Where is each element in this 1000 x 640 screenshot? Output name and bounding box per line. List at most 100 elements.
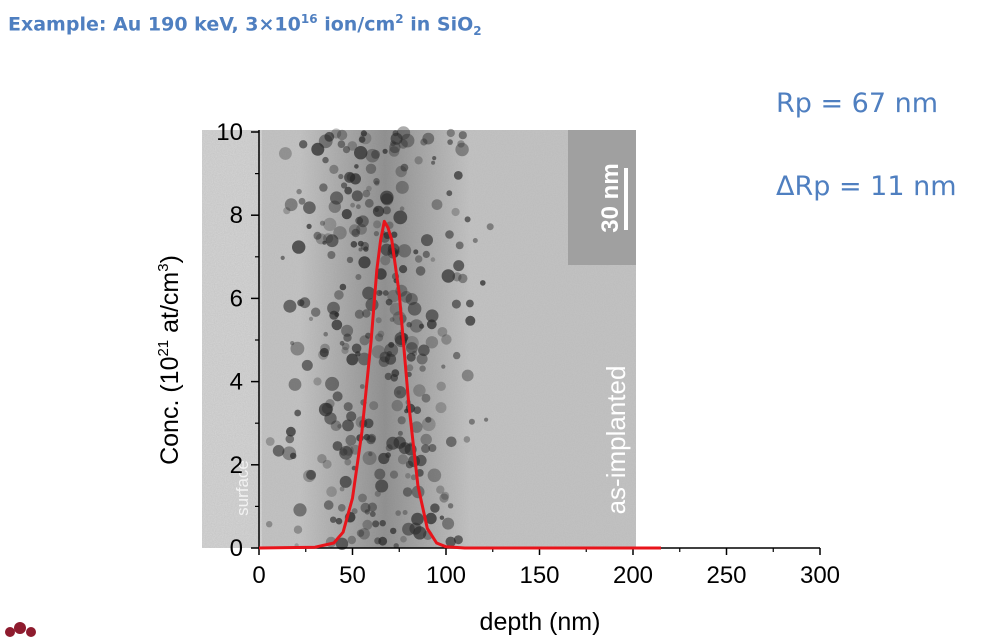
nanocluster-dot bbox=[381, 193, 394, 206]
nanocluster-dot bbox=[396, 390, 402, 395]
slide-title: Example: Au 190 keV, 3×1016 ion/cm2 in S… bbox=[8, 12, 482, 39]
nanocluster-dot bbox=[368, 451, 373, 457]
nanocluster-dot bbox=[366, 435, 376, 445]
nanocluster-dot bbox=[395, 180, 409, 194]
nanocluster-dot bbox=[384, 353, 397, 365]
nanocluster-dot bbox=[325, 376, 340, 391]
nanocluster-dot bbox=[322, 240, 327, 245]
nanocluster-dot bbox=[324, 412, 337, 425]
nanocluster-dot bbox=[364, 198, 374, 208]
nanocluster-dot bbox=[391, 231, 398, 238]
y-tick-label: 10 bbox=[216, 119, 243, 146]
nanocluster-dot bbox=[320, 343, 330, 354]
nanocluster-dot bbox=[374, 468, 386, 480]
nanocluster-dot bbox=[393, 543, 399, 549]
nanocluster-dot bbox=[389, 141, 401, 154]
nanocluster-dot bbox=[365, 148, 380, 163]
nanocluster-dot bbox=[453, 171, 463, 180]
nanocluster-dot bbox=[294, 409, 302, 417]
nanocluster-dot bbox=[385, 444, 393, 452]
nanocluster-dot bbox=[319, 183, 328, 192]
nanocluster-dot bbox=[426, 319, 437, 330]
nanocluster-dot bbox=[329, 164, 339, 174]
nanocluster-dot bbox=[339, 446, 353, 460]
nanocluster-dot bbox=[371, 149, 381, 159]
nanocluster-dot bbox=[372, 520, 380, 528]
nanocluster-dot bbox=[283, 207, 291, 215]
nanocluster-dot bbox=[384, 372, 393, 381]
nanocluster-dot bbox=[363, 418, 374, 429]
nanocluster-dot bbox=[458, 131, 467, 140]
nanocluster-dot bbox=[458, 273, 468, 284]
delta-rp-value: ΔRp = 11 nm bbox=[776, 171, 957, 202]
nanocluster-dot bbox=[393, 386, 407, 399]
nanocluster-dot bbox=[406, 321, 413, 328]
nanocluster-dot bbox=[330, 191, 344, 205]
nanocluster-dot bbox=[390, 132, 403, 145]
nanocluster-dot bbox=[349, 173, 361, 185]
nanocluster-dot bbox=[400, 291, 413, 303]
nanocluster-dot bbox=[323, 500, 334, 510]
nanocluster-dot bbox=[351, 228, 360, 238]
nanocluster-dot bbox=[343, 333, 352, 342]
nanocluster-dot bbox=[446, 190, 453, 197]
nanocluster-dot bbox=[406, 342, 418, 354]
nanocluster-dot bbox=[356, 529, 365, 537]
nanocluster-dot bbox=[380, 255, 391, 266]
nanocluster-dot bbox=[445, 230, 454, 239]
nanocluster-dot bbox=[421, 444, 430, 453]
nanocluster-dot bbox=[393, 210, 408, 225]
institution-logo bbox=[5, 622, 36, 637]
nanocluster-dot bbox=[345, 434, 357, 446]
nanocluster-dot bbox=[362, 189, 371, 198]
nanocluster-dot bbox=[293, 525, 303, 534]
nanocluster-dot bbox=[299, 140, 308, 149]
nanocluster-dot bbox=[421, 234, 433, 247]
nanocluster-dot bbox=[431, 160, 436, 165]
nanocluster-dot bbox=[362, 286, 376, 300]
y-tick-label: 6 bbox=[230, 285, 243, 312]
nanocluster-dot bbox=[332, 391, 343, 402]
nanocluster-dot bbox=[431, 199, 443, 211]
nanocluster-dot bbox=[413, 384, 426, 397]
nanocluster-dot bbox=[386, 436, 400, 450]
nanocluster-dot bbox=[447, 139, 453, 145]
nanocluster-dot bbox=[355, 351, 361, 357]
nanocluster-dot bbox=[385, 298, 393, 306]
nanocluster-dot bbox=[422, 250, 430, 258]
x-tick-label: 250 bbox=[706, 562, 746, 589]
nanocluster-dot bbox=[414, 156, 423, 165]
nanocluster-dot bbox=[407, 302, 422, 316]
nanocluster-dot bbox=[358, 493, 367, 503]
nanocluster-dot bbox=[453, 351, 461, 360]
nanocluster-dot bbox=[319, 220, 326, 226]
nanocluster-dot bbox=[323, 217, 337, 231]
nanocluster-dot bbox=[453, 535, 463, 545]
sample-state-label: as-implanted bbox=[601, 366, 631, 515]
nanocluster-dot bbox=[360, 502, 371, 513]
nanocluster-dot bbox=[413, 406, 422, 415]
nanocluster-dot bbox=[343, 402, 353, 412]
nanocluster-dot bbox=[332, 441, 343, 451]
nanocluster-dot bbox=[416, 353, 428, 365]
nanocluster-dot bbox=[355, 274, 362, 280]
nanocluster-dot bbox=[373, 220, 382, 229]
nanocluster-dot bbox=[317, 454, 327, 464]
x-tick-label: 0 bbox=[252, 562, 265, 589]
x-tick-label: 50 bbox=[339, 562, 366, 589]
nanocluster-dot bbox=[342, 419, 354, 432]
nanocluster-dot bbox=[425, 416, 432, 423]
nanocluster-dot bbox=[387, 289, 400, 303]
nanocluster-dot bbox=[371, 345, 386, 359]
nanocluster-dot bbox=[373, 178, 380, 185]
nanocluster-dot bbox=[348, 224, 361, 236]
nanocluster-dot bbox=[290, 452, 297, 459]
nanocluster-dot bbox=[365, 332, 372, 339]
nanocluster-dot bbox=[356, 204, 361, 210]
nanocluster-dot bbox=[322, 156, 329, 164]
nanocluster-dot bbox=[372, 205, 385, 217]
nanocluster-dot bbox=[411, 512, 424, 526]
nanocluster-dot bbox=[365, 163, 377, 174]
nanocluster-dot bbox=[341, 182, 348, 189]
